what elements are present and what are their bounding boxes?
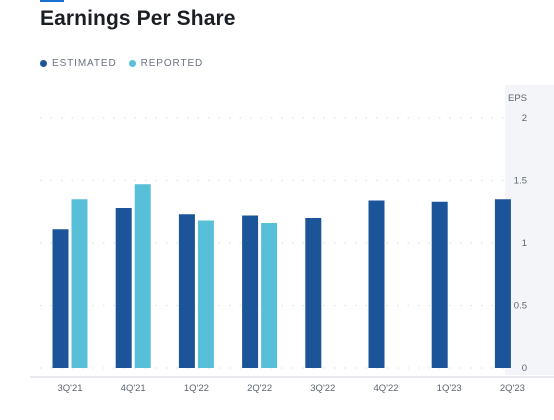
bar-estimated-6 [431, 201, 448, 368]
bar-estimated-5 [368, 200, 385, 368]
bar-estimated-4 [305, 218, 322, 368]
legend-item-estimated[interactable]: ESTIMATED [40, 58, 117, 69]
x-tick-label-1: 4Q'21 [121, 383, 146, 394]
legend-swatch-reported [128, 60, 136, 67]
y-tick-label-0: 0 [522, 363, 527, 374]
bar-estimated-1 [115, 208, 132, 368]
x-tick-label-0: 3Q'21 [57, 383, 82, 394]
x-tick-label-2: 1Q'22 [184, 383, 209, 394]
bar-reported-2 [197, 220, 214, 368]
bar-reported-3 [261, 223, 278, 368]
bar-estimated-7 [494, 199, 511, 368]
legend-label-estimated: ESTIMATED [52, 58, 117, 69]
x-tick-label-4: 3Q'22 [310, 383, 335, 394]
y-tick-label-3: 1.5 [514, 176, 527, 187]
x-tick-label-7: 2Q'23 [500, 383, 525, 394]
legend-item-reported[interactable]: REPORTED [128, 58, 204, 69]
x-tick-label-6: 1Q'23 [437, 383, 462, 394]
x-tick-label-3: 2Q'22 [247, 383, 272, 394]
bar-estimated-0 [52, 229, 69, 368]
title-accent-line [40, 0, 64, 2]
y-axis-label: EPS [508, 93, 527, 104]
bar-reported-0 [71, 199, 88, 368]
y-tick-label-2: 1 [522, 238, 527, 249]
bar-estimated-3 [242, 215, 259, 368]
legend-swatch-estimated [40, 60, 47, 67]
bar-estimated-2 [178, 214, 195, 368]
y-tick-label-4: 2 [522, 113, 527, 124]
chart-title: Earnings Per Share [40, 7, 236, 30]
y-axis-panel [505, 85, 554, 375]
y-tick-label-1: 0.5 [514, 301, 527, 312]
x-tick-label-5: 4Q'22 [373, 383, 398, 394]
bar-reported-1 [134, 184, 151, 368]
legend-label-reported: REPORTED [140, 58, 204, 69]
legend: ESTIMATED REPORTED [40, 58, 203, 69]
